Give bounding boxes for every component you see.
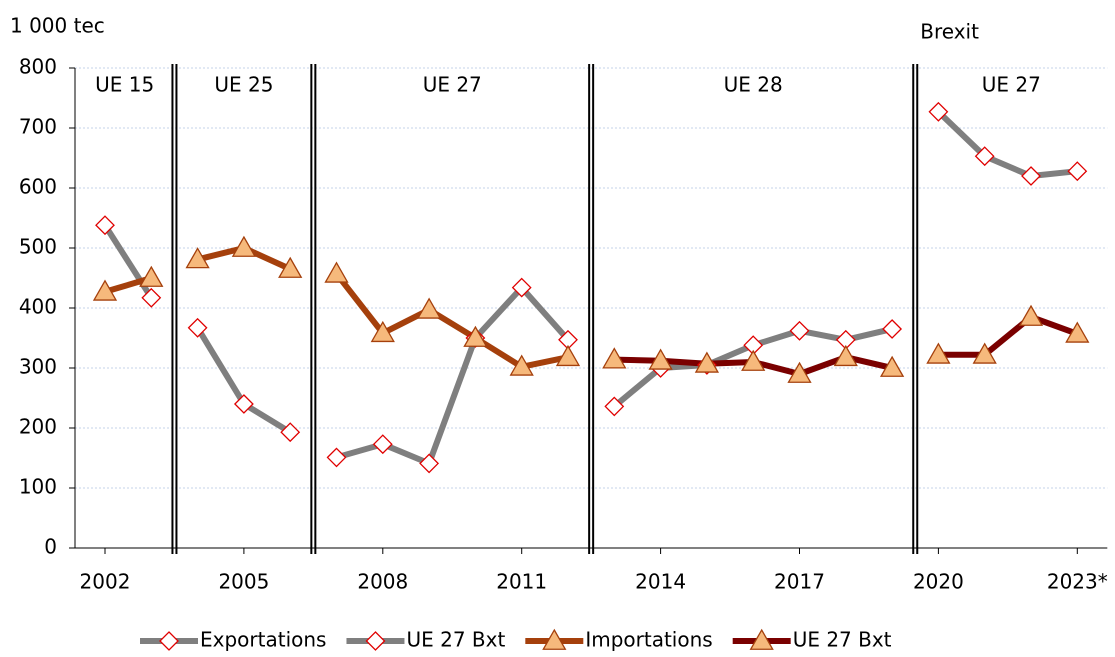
marker xyxy=(833,344,858,367)
y-tick-label: 0 xyxy=(44,535,57,559)
marker xyxy=(926,342,951,364)
marker xyxy=(187,317,208,338)
marker xyxy=(741,349,766,371)
marker xyxy=(604,396,625,417)
y-tick-label: 700 xyxy=(19,115,57,139)
x-tick-label: 2005 xyxy=(218,570,269,594)
x-tick-label: 2020 xyxy=(913,570,964,594)
line xyxy=(334,271,569,370)
marker xyxy=(928,101,949,122)
marker xyxy=(139,265,164,287)
x-tick-label: 2023* xyxy=(1047,570,1108,594)
marker xyxy=(141,287,162,308)
y-tick-label: 400 xyxy=(19,295,57,319)
marker xyxy=(542,628,567,650)
marker xyxy=(370,320,395,343)
marker xyxy=(92,279,118,301)
x-tick-label: 2014 xyxy=(635,570,686,594)
marker xyxy=(416,297,442,319)
period-label: UE 27 xyxy=(982,73,1041,97)
line xyxy=(936,109,1078,179)
legend-label: UE 27 Bxt xyxy=(793,628,892,652)
marker xyxy=(1067,161,1088,182)
annotation: Brexit xyxy=(920,20,979,44)
x-tick-label: 2011 xyxy=(496,570,547,594)
y-tick-label: 500 xyxy=(19,235,57,259)
line xyxy=(195,326,292,435)
marker xyxy=(1065,321,1090,343)
marker xyxy=(372,434,393,455)
legend-label: Importations xyxy=(585,628,712,652)
marker xyxy=(694,351,720,373)
marker xyxy=(789,320,810,341)
marker xyxy=(231,235,257,257)
marker xyxy=(326,447,347,468)
y-axis-label: 1 000 tec xyxy=(10,14,105,38)
marker xyxy=(365,631,386,651)
marker xyxy=(280,422,301,443)
y-tick-label: 200 xyxy=(19,415,57,439)
marker xyxy=(511,277,532,298)
y-tick-label: 300 xyxy=(19,355,57,379)
marker xyxy=(233,394,254,414)
legend-label: Exportations xyxy=(200,628,326,652)
marker xyxy=(972,342,997,364)
x-tick-label: 2008 xyxy=(357,570,408,594)
marker xyxy=(419,453,440,474)
marker xyxy=(1018,304,1044,326)
marker xyxy=(95,215,115,236)
marker xyxy=(602,347,627,369)
marker xyxy=(648,348,673,370)
x-tick-label: 2017 xyxy=(774,570,825,594)
period-label: UE 27 xyxy=(423,73,482,97)
legend-label: UE 27 Bxt xyxy=(406,628,505,652)
line xyxy=(938,314,1079,358)
marker xyxy=(787,361,812,383)
y-tick-label: 100 xyxy=(19,475,57,499)
marker xyxy=(324,261,349,283)
marker xyxy=(509,354,534,376)
marker xyxy=(278,256,303,278)
marker xyxy=(974,146,995,167)
x-tick-label: 2002 xyxy=(80,570,131,594)
marker xyxy=(1021,166,1041,186)
marker xyxy=(879,355,905,377)
marker xyxy=(463,325,488,347)
marker xyxy=(555,344,581,367)
marker xyxy=(185,247,210,269)
period-label: UE 25 xyxy=(214,73,273,97)
y-tick-label: 600 xyxy=(19,175,57,199)
marker xyxy=(882,319,903,339)
marker xyxy=(159,631,179,651)
y-tick-label: 800 xyxy=(19,55,57,79)
period-label: UE 28 xyxy=(724,73,783,97)
series xyxy=(936,109,1078,179)
marker xyxy=(749,628,774,650)
period-label: UE 15 xyxy=(95,73,154,97)
